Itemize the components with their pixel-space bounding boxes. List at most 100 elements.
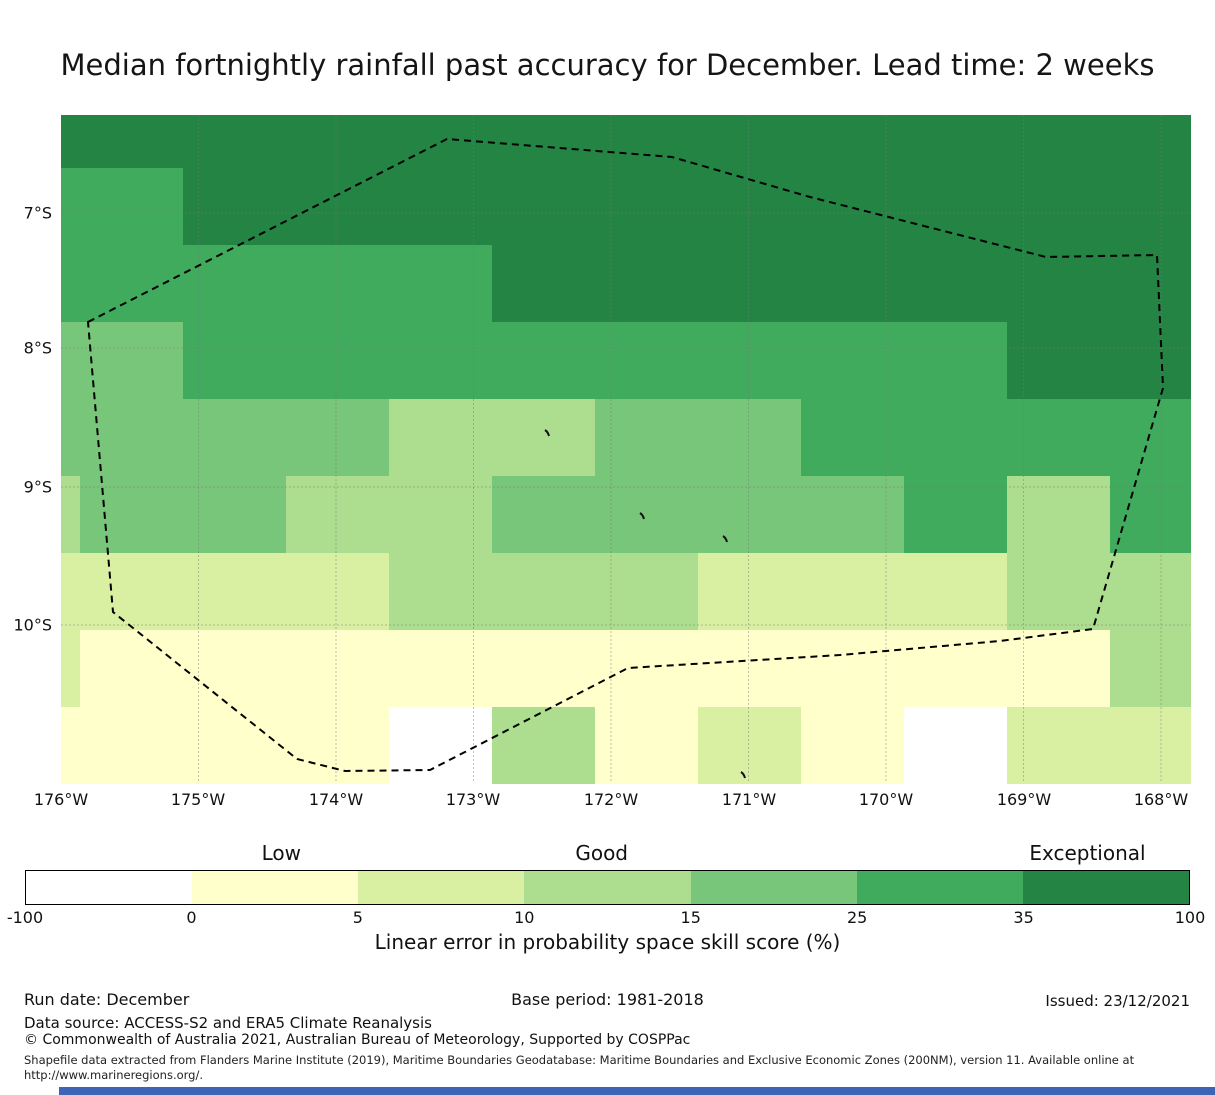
grid-cell	[286, 168, 390, 246]
grid-cell	[492, 245, 596, 323]
grid-cell	[183, 399, 287, 477]
island-mark	[544, 429, 550, 437]
grid-cell	[801, 630, 905, 708]
grid-cell	[595, 630, 699, 708]
data-source-text: Data source: ACCESS-S2 and ERA5 Climate …	[24, 1014, 432, 1032]
legend-threshold-label: 10	[514, 908, 535, 927]
grid-cell	[286, 322, 390, 400]
grid-cell	[904, 115, 1008, 169]
chart-title: Median fortnightly rainfall past accurac…	[60, 48, 1155, 82]
bottom-banner-edge	[59, 1087, 1215, 1095]
grid-cell	[80, 553, 184, 631]
grid-cell	[801, 115, 905, 169]
grid-cell	[61, 630, 81, 708]
legend-category-label: Exceptional	[1029, 841, 1146, 865]
grid-cell	[698, 707, 802, 784]
shapefile-attribution-text: Shapefile data extracted from Flanders M…	[24, 1053, 1135, 1082]
grid-cell	[698, 115, 802, 169]
grid-cell	[904, 707, 1008, 784]
x-tick-label: 175°W	[170, 790, 226, 809]
grid-cell	[904, 245, 1008, 323]
grid-cell	[801, 245, 905, 323]
grid-cell	[595, 707, 699, 784]
legend-color-segment	[358, 871, 525, 904]
grid-cell	[1007, 245, 1111, 323]
grid-cell	[80, 168, 184, 246]
grid-cell	[904, 399, 1008, 477]
island-mark	[740, 771, 746, 779]
grid-cell	[698, 630, 802, 708]
grid-cell	[61, 245, 81, 323]
legend-threshold-label: 15	[680, 908, 701, 927]
grid-cell	[183, 245, 287, 323]
grid-cell	[904, 476, 1008, 554]
grid-cell	[698, 476, 802, 554]
legend-threshold-label: -100	[6, 908, 44, 927]
grid-cell	[389, 630, 493, 708]
grid-cell	[183, 553, 287, 631]
legend-threshold-label: 100	[1174, 908, 1206, 927]
grid-cell	[1110, 245, 1191, 323]
grid-cell	[801, 707, 905, 784]
grid-cell	[183, 707, 287, 784]
grid-cell	[61, 707, 81, 784]
grid-cell	[61, 553, 81, 631]
grid-cell	[61, 399, 81, 477]
grid-cell	[61, 115, 81, 169]
grid-cell	[286, 115, 390, 169]
x-tick-label: 173°W	[445, 790, 501, 809]
grid-cell	[595, 476, 699, 554]
legend-threshold-label: 5	[352, 908, 363, 927]
grid-cell	[183, 168, 287, 246]
grid-cell	[389, 168, 493, 246]
legend-color-segment	[26, 871, 193, 904]
grid-cell	[286, 476, 390, 554]
grid-cell	[1110, 553, 1191, 631]
grid-cell	[492, 707, 596, 784]
legend-color-segment	[856, 871, 1023, 904]
grid-cell	[286, 630, 390, 708]
grid-cell	[389, 553, 493, 631]
y-tick-label: 8°S	[23, 338, 52, 358]
grid-cell	[389, 399, 493, 477]
grid-cell	[595, 553, 699, 631]
grid-cell	[1110, 630, 1191, 708]
grid-cell	[1110, 168, 1191, 246]
grid-cell	[1007, 553, 1111, 631]
grid-cell	[698, 553, 802, 631]
grid-cell	[1007, 476, 1111, 554]
x-tick-label: 170°W	[858, 790, 914, 809]
grid-cell	[389, 245, 493, 323]
legend-color-segment	[524, 871, 691, 904]
grid-cell	[61, 322, 81, 400]
legend-colorbar	[25, 870, 1190, 905]
grid-cell	[1110, 476, 1191, 554]
grid-cell	[698, 168, 802, 246]
eez-boundary-line	[86, 137, 1165, 773]
grid-cell	[1007, 115, 1111, 169]
issued-date-text: Issued: 23/12/2021	[1045, 992, 1190, 1010]
grid-cell	[1007, 399, 1111, 477]
grid-cell	[595, 168, 699, 246]
grid-cell	[389, 476, 493, 554]
grid-cell	[80, 322, 184, 400]
legend-color-segment	[690, 871, 857, 904]
legend-color-segment	[192, 871, 359, 904]
island-mark	[722, 535, 728, 543]
grid-cell	[1007, 322, 1111, 400]
grid-cell	[904, 322, 1008, 400]
grid-cell	[80, 399, 184, 477]
base-period-text: Base period: 1981-2018	[511, 990, 704, 1009]
skill-score-heatmap	[61, 115, 1191, 784]
grid-cell	[904, 553, 1008, 631]
grid-cell	[595, 245, 699, 323]
grid-cell	[801, 322, 905, 400]
grid-cell	[183, 322, 287, 400]
grid-cell	[492, 322, 596, 400]
grid-cell	[698, 322, 802, 400]
grid-cell	[80, 707, 184, 784]
grid-cell	[61, 168, 81, 246]
grid-cell	[492, 168, 596, 246]
grid-cell	[698, 245, 802, 323]
